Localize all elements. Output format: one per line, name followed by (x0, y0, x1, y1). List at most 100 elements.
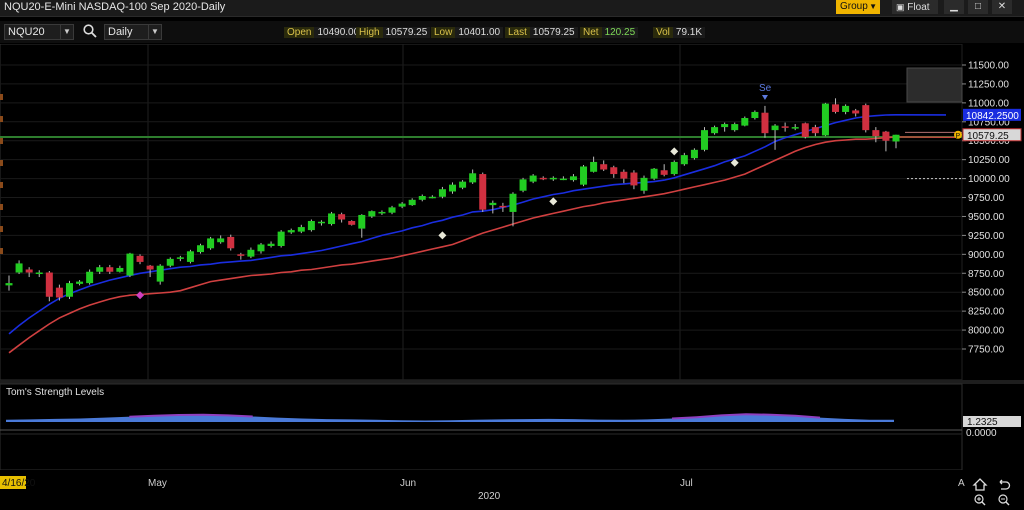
date-start-badge (0, 476, 26, 489)
home-icon[interactable] (972, 478, 988, 491)
left-edge-tick (0, 94, 3, 100)
last-price-marker-label: P (956, 133, 961, 140)
up-candle (590, 161, 598, 172)
down-candle (811, 127, 819, 134)
quote-low: Low 10401.00 (431, 25, 504, 40)
date-axis-panel (0, 470, 1024, 510)
zoom-in-icon-handle (981, 501, 986, 506)
group-button[interactable]: Group ▼ (836, 0, 880, 14)
up-candle (640, 177, 648, 191)
window-title: NQU20-E-Mini NASDAQ-100 Sep 2020-Daily (4, 1, 226, 13)
up-candle (186, 251, 194, 262)
title-bar: NQU20-E-Mini NASDAQ-100 Sep 2020-Daily G… (0, 0, 1024, 17)
signal-diamond (670, 147, 679, 156)
down-candle (45, 272, 53, 297)
undo-icon[interactable] (999, 479, 1011, 490)
price-tick-label: 9750.00 (968, 193, 1005, 204)
down-candle (781, 126, 789, 128)
up-candle (126, 253, 134, 276)
left-edge-tick (0, 138, 3, 144)
up-candle (791, 127, 799, 129)
close-icon: ✕ (997, 1, 1007, 12)
down-candle (348, 221, 356, 225)
up-candle (65, 283, 73, 297)
signal-diamond (730, 158, 739, 167)
minimize-button[interactable]: ▁ (944, 0, 964, 14)
up-candle (398, 203, 406, 207)
down-candle (761, 112, 769, 134)
price-chart[interactable]: Se 11500.00 11250.00 11000.00 10750.00 10500.… (0, 44, 1024, 510)
month-label: Jun (400, 478, 416, 489)
up-candle (771, 125, 779, 131)
maximize-icon: □ (974, 1, 982, 12)
up-candle (15, 263, 23, 273)
up-candle (328, 213, 336, 225)
down-candle (600, 164, 608, 170)
last-price-badge (962, 128, 1022, 142)
left-edge-tick (0, 204, 3, 210)
down-candle (610, 167, 618, 175)
chevron-down-icon[interactable]: ▼ (60, 25, 73, 39)
zoom-in-icon[interactable] (974, 494, 984, 504)
down-candle (882, 131, 890, 141)
last-price-marker-icon (954, 130, 962, 139)
down-candle (832, 104, 840, 112)
month-label: May (148, 478, 167, 489)
maximize-button[interactable]: □ (968, 0, 988, 14)
minimize-icon: ▁ (950, 1, 958, 12)
quote-label: Open (284, 27, 315, 38)
indicator-title: Tom's Strength Levels (6, 387, 104, 398)
month-label: Jul (680, 478, 693, 489)
date-start-label: 4/16/20 (2, 478, 36, 489)
down-candle (146, 265, 154, 270)
up-candle (86, 271, 94, 284)
up-candle (449, 184, 456, 192)
up-candle (569, 176, 577, 181)
up-candle (207, 238, 215, 249)
up-candle (358, 214, 366, 229)
up-candle (700, 130, 708, 150)
quote-value: 10579.25 (529, 27, 578, 38)
chevron-down-icon[interactable]: ▼ (148, 25, 161, 39)
strength-peak-line (671, 413, 821, 420)
up-candle (509, 193, 517, 212)
left-edge-tick (0, 160, 3, 166)
search-icon[interactable] (82, 23, 98, 39)
up-candle (96, 267, 104, 272)
up-candle (459, 181, 467, 188)
left-edge-tick (0, 226, 3, 232)
close-button[interactable]: ✕ (992, 0, 1012, 14)
quote-open: Open 10490.00 (284, 25, 363, 40)
up-candle (650, 168, 658, 179)
down-candle (227, 236, 235, 249)
symbol-input[interactable]: NQU20 ▼ (4, 24, 74, 40)
interval-value: Daily (108, 26, 133, 38)
up-candle (267, 243, 275, 247)
up-candle (166, 258, 174, 266)
quote-label: Low (431, 27, 456, 38)
price-tick-label: 8000.00 (968, 326, 1005, 337)
up-candle (428, 196, 436, 199)
signal-diamond (136, 291, 145, 300)
zoom-out-icon-handle (1005, 501, 1010, 506)
up-candle (76, 281, 84, 284)
down-candle (852, 110, 860, 114)
up-candle (438, 189, 446, 197)
signal-diamond (438, 231, 447, 240)
price-axis-panel (962, 44, 1024, 380)
indicator-value-label: 1.2325 (967, 417, 998, 428)
up-candle (156, 265, 164, 282)
interval-select[interactable]: Daily ▼ (104, 24, 162, 40)
up-candle (176, 257, 184, 259)
price-tick-label: 10250.00 (968, 155, 1010, 166)
down-candle (25, 269, 33, 273)
float-button[interactable]: ▣ Float (892, 0, 938, 14)
up-candle (731, 124, 739, 131)
zoom-out-icon[interactable] (998, 494, 1008, 504)
panel-separator (0, 380, 1024, 384)
up-candle (197, 245, 205, 253)
up-candle (368, 211, 376, 217)
down-candle (136, 255, 144, 262)
quote-value: 10579.25 (382, 27, 431, 38)
up-candle (751, 111, 759, 119)
